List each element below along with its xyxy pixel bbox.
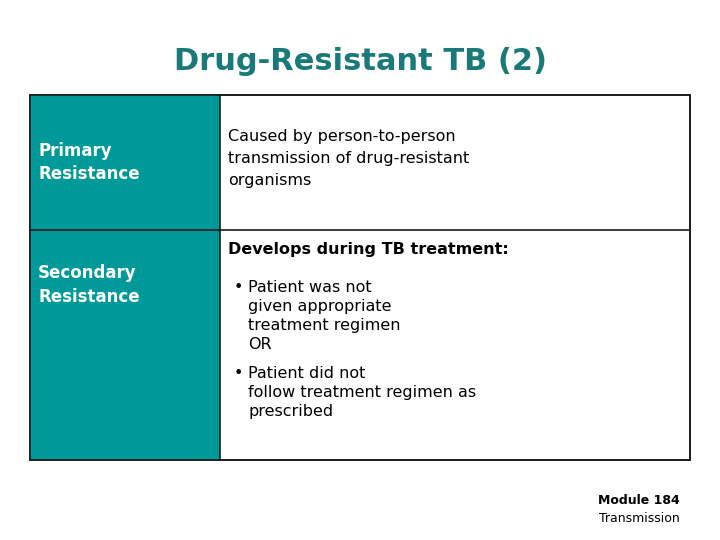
Text: follow treatment regimen as: follow treatment regimen as [248, 385, 476, 400]
Text: Primary
Resistance: Primary Resistance [38, 141, 140, 183]
Bar [30, 230, 220, 460]
Text: Secondary
Resistance: Secondary Resistance [38, 264, 140, 306]
Text: Caused by person-to-person
transmission of drug-resistant
organisms: Caused by person-to-person transmission … [228, 130, 469, 187]
Text: Patient did not: Patient did not [248, 366, 365, 381]
Text: treatment regimen: treatment regimen [248, 318, 400, 333]
Text: Develops during TB treatment:: Develops during TB treatment: [228, 242, 509, 257]
Text: prescribed: prescribed [248, 404, 333, 419]
Bar [30, 95, 690, 460]
Text: OR: OR [248, 337, 271, 352]
Bar [30, 95, 690, 460]
Text: •: • [234, 280, 243, 295]
Text: Patient was not: Patient was not [248, 280, 372, 295]
Text: Drug-Resistant TB (2): Drug-Resistant TB (2) [174, 48, 546, 77]
Text: Transmission: Transmission [599, 511, 680, 524]
Text: given appropriate: given appropriate [248, 299, 392, 314]
Text: •: • [234, 366, 243, 381]
Text: Module 184: Module 184 [598, 494, 680, 507]
Bar [30, 95, 220, 230]
